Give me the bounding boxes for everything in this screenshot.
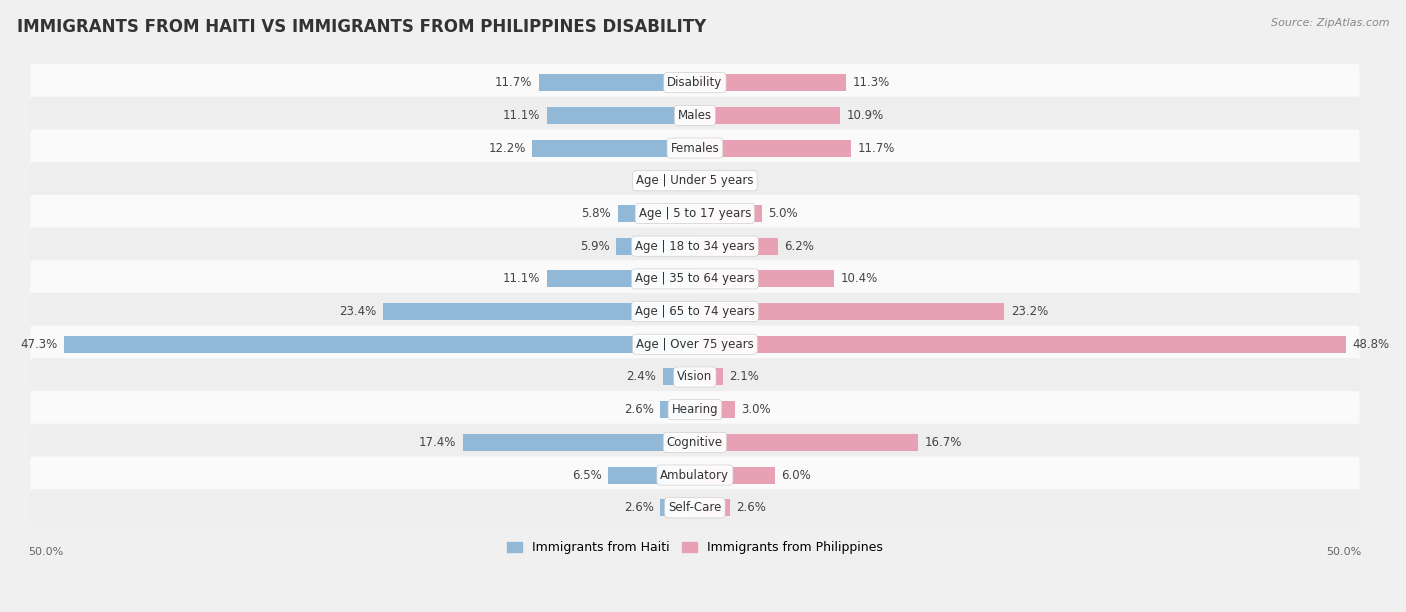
Text: 6.0%: 6.0% bbox=[782, 469, 811, 482]
Bar bbox=[695, 466, 775, 483]
Bar bbox=[533, 140, 695, 157]
Text: 16.7%: 16.7% bbox=[924, 436, 962, 449]
Text: 11.3%: 11.3% bbox=[852, 76, 890, 89]
FancyBboxPatch shape bbox=[31, 457, 1360, 494]
Text: 48.8%: 48.8% bbox=[1353, 338, 1389, 351]
Bar bbox=[382, 303, 695, 320]
FancyBboxPatch shape bbox=[31, 129, 1360, 166]
Text: 47.3%: 47.3% bbox=[20, 338, 58, 351]
Text: 10.4%: 10.4% bbox=[841, 272, 877, 285]
FancyBboxPatch shape bbox=[31, 424, 1360, 461]
Text: Age | 35 to 64 years: Age | 35 to 64 years bbox=[636, 272, 755, 285]
FancyBboxPatch shape bbox=[31, 293, 1360, 330]
Text: Source: ZipAtlas.com: Source: ZipAtlas.com bbox=[1271, 18, 1389, 28]
Bar bbox=[695, 271, 834, 288]
Bar bbox=[695, 74, 845, 91]
Text: 23.2%: 23.2% bbox=[1011, 305, 1047, 318]
Bar bbox=[695, 140, 851, 157]
FancyBboxPatch shape bbox=[31, 162, 1360, 200]
Bar bbox=[609, 466, 695, 483]
Text: 1.3%: 1.3% bbox=[641, 174, 671, 187]
Text: 17.4%: 17.4% bbox=[419, 436, 456, 449]
Text: 11.1%: 11.1% bbox=[503, 109, 540, 122]
Text: Hearing: Hearing bbox=[672, 403, 718, 416]
Bar bbox=[662, 368, 695, 386]
Text: 3.0%: 3.0% bbox=[741, 403, 770, 416]
Text: 2.6%: 2.6% bbox=[624, 403, 654, 416]
Text: IMMIGRANTS FROM HAITI VS IMMIGRANTS FROM PHILIPPINES DISABILITY: IMMIGRANTS FROM HAITI VS IMMIGRANTS FROM… bbox=[17, 18, 706, 36]
Text: Self-Care: Self-Care bbox=[668, 501, 721, 514]
Text: Age | 18 to 34 years: Age | 18 to 34 years bbox=[636, 240, 755, 253]
Text: Age | Over 75 years: Age | Over 75 years bbox=[636, 338, 754, 351]
Text: 50.0%: 50.0% bbox=[1326, 547, 1361, 557]
Text: 50.0%: 50.0% bbox=[28, 547, 63, 557]
Text: Age | Under 5 years: Age | Under 5 years bbox=[636, 174, 754, 187]
Bar bbox=[678, 172, 695, 189]
Text: 11.1%: 11.1% bbox=[503, 272, 540, 285]
Text: Age | 5 to 17 years: Age | 5 to 17 years bbox=[638, 207, 751, 220]
Text: 2.4%: 2.4% bbox=[626, 370, 657, 384]
Text: Ambulatory: Ambulatory bbox=[661, 469, 730, 482]
FancyBboxPatch shape bbox=[31, 359, 1360, 395]
Text: 11.7%: 11.7% bbox=[858, 141, 894, 155]
Bar bbox=[65, 336, 695, 353]
Bar bbox=[538, 74, 695, 91]
Bar bbox=[616, 237, 695, 255]
Bar bbox=[695, 303, 1004, 320]
Text: 2.6%: 2.6% bbox=[737, 501, 766, 514]
Bar bbox=[463, 434, 695, 451]
Text: 1.2%: 1.2% bbox=[717, 174, 748, 187]
Bar bbox=[547, 271, 695, 288]
Text: 23.4%: 23.4% bbox=[339, 305, 377, 318]
Bar bbox=[695, 172, 711, 189]
Bar bbox=[661, 499, 695, 517]
Bar bbox=[617, 205, 695, 222]
Bar bbox=[695, 499, 730, 517]
FancyBboxPatch shape bbox=[31, 228, 1360, 265]
Text: Males: Males bbox=[678, 109, 711, 122]
Text: 12.2%: 12.2% bbox=[488, 141, 526, 155]
Text: 5.0%: 5.0% bbox=[768, 207, 797, 220]
FancyBboxPatch shape bbox=[31, 326, 1360, 363]
Text: 6.2%: 6.2% bbox=[785, 240, 814, 253]
Bar bbox=[695, 205, 762, 222]
Bar bbox=[695, 336, 1346, 353]
Bar bbox=[695, 107, 841, 124]
Text: Cognitive: Cognitive bbox=[666, 436, 723, 449]
Text: Females: Females bbox=[671, 141, 720, 155]
Bar bbox=[547, 107, 695, 124]
Bar bbox=[695, 434, 918, 451]
Bar bbox=[695, 237, 778, 255]
Text: 6.5%: 6.5% bbox=[572, 469, 602, 482]
Text: 10.9%: 10.9% bbox=[846, 109, 884, 122]
FancyBboxPatch shape bbox=[31, 391, 1360, 428]
Text: 2.1%: 2.1% bbox=[730, 370, 759, 384]
FancyBboxPatch shape bbox=[31, 489, 1360, 526]
Text: 5.8%: 5.8% bbox=[581, 207, 610, 220]
Text: Age | 65 to 74 years: Age | 65 to 74 years bbox=[636, 305, 755, 318]
Bar bbox=[661, 401, 695, 418]
Bar bbox=[695, 401, 735, 418]
Text: 2.6%: 2.6% bbox=[624, 501, 654, 514]
FancyBboxPatch shape bbox=[31, 260, 1360, 297]
Text: 5.9%: 5.9% bbox=[579, 240, 610, 253]
Text: 11.7%: 11.7% bbox=[495, 76, 533, 89]
Bar bbox=[695, 368, 723, 386]
Text: Disability: Disability bbox=[668, 76, 723, 89]
FancyBboxPatch shape bbox=[31, 97, 1360, 134]
Legend: Immigrants from Haiti, Immigrants from Philippines: Immigrants from Haiti, Immigrants from P… bbox=[502, 536, 889, 559]
FancyBboxPatch shape bbox=[31, 195, 1360, 232]
FancyBboxPatch shape bbox=[31, 64, 1360, 102]
Text: Vision: Vision bbox=[678, 370, 713, 384]
